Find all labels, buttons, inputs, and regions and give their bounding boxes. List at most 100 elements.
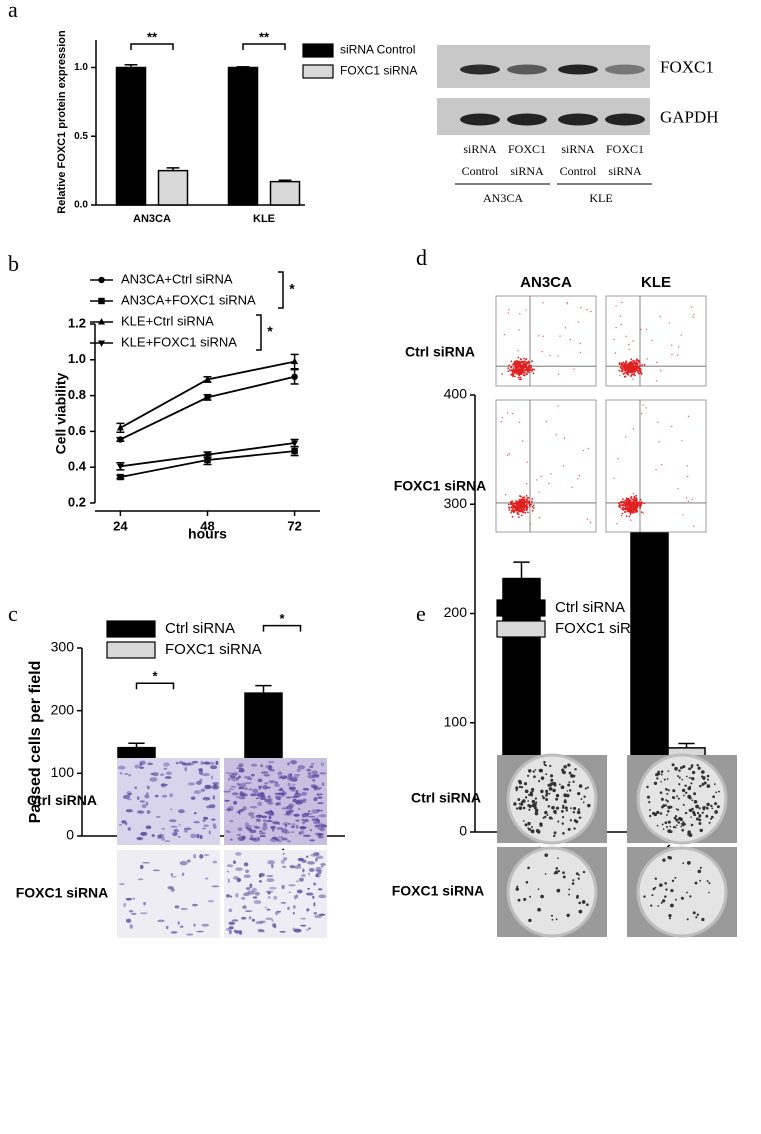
flow-event bbox=[676, 354, 679, 356]
cell bbox=[233, 860, 237, 864]
cell bbox=[238, 775, 241, 779]
cell bbox=[146, 785, 150, 790]
cell bbox=[145, 801, 149, 806]
colony bbox=[562, 871, 565, 875]
cell bbox=[274, 781, 279, 785]
cell bbox=[313, 882, 317, 886]
cell bbox=[260, 816, 267, 818]
legend-marker bbox=[97, 318, 106, 325]
colony bbox=[570, 774, 574, 778]
colony bbox=[695, 916, 698, 919]
colony bbox=[556, 888, 561, 893]
flow-event bbox=[557, 405, 559, 407]
cell bbox=[241, 896, 246, 900]
colony bbox=[654, 886, 657, 889]
colony bbox=[530, 787, 535, 792]
flow-event bbox=[530, 503, 532, 506]
flow-event bbox=[517, 516, 520, 519]
colony bbox=[554, 870, 559, 874]
colony bbox=[690, 764, 694, 768]
cell bbox=[310, 784, 317, 787]
colony bbox=[555, 867, 559, 870]
colony bbox=[675, 808, 678, 810]
flow-event bbox=[628, 348, 630, 351]
colony bbox=[706, 880, 709, 883]
cell bbox=[270, 812, 275, 816]
cell bbox=[252, 788, 259, 794]
flow-event bbox=[530, 369, 533, 372]
flow-event bbox=[639, 498, 642, 501]
flow-event bbox=[521, 369, 524, 372]
cell bbox=[297, 857, 304, 862]
colony bbox=[533, 806, 537, 810]
flow-event bbox=[691, 498, 693, 501]
colony bbox=[548, 792, 551, 795]
flow-event bbox=[521, 508, 524, 511]
cell bbox=[181, 872, 185, 876]
colony bbox=[535, 829, 540, 833]
cell bbox=[293, 792, 302, 798]
cell bbox=[169, 819, 177, 823]
x-tick-label: 24 bbox=[113, 518, 128, 533]
colony bbox=[698, 814, 702, 818]
cell bbox=[257, 778, 263, 783]
colony bbox=[667, 855, 671, 859]
blot-band bbox=[507, 113, 547, 126]
cell bbox=[261, 795, 264, 798]
cell bbox=[266, 874, 274, 878]
cell bbox=[258, 880, 262, 883]
cell bbox=[228, 908, 233, 912]
cell bbox=[238, 796, 244, 800]
colony bbox=[671, 763, 675, 767]
flow-event bbox=[512, 511, 515, 514]
colony bbox=[582, 870, 586, 874]
cell bbox=[320, 862, 326, 866]
cell bbox=[306, 928, 310, 931]
flow-event bbox=[629, 503, 632, 506]
cell bbox=[215, 760, 219, 765]
colony bbox=[553, 834, 556, 838]
cell bbox=[226, 870, 230, 873]
flow-event bbox=[628, 499, 631, 501]
colony bbox=[689, 895, 692, 898]
colony bbox=[586, 903, 589, 906]
flow-event bbox=[624, 375, 627, 378]
legend-label: FOXC1 siRNA bbox=[165, 641, 262, 658]
cell bbox=[277, 789, 284, 792]
flow-event bbox=[524, 364, 527, 366]
cell bbox=[149, 777, 158, 782]
flow-event bbox=[517, 350, 519, 352]
cell bbox=[137, 878, 144, 881]
colony bbox=[583, 795, 586, 798]
cell bbox=[141, 804, 147, 809]
colony bbox=[551, 918, 554, 921]
cell bbox=[297, 863, 301, 867]
flow-plot bbox=[605, 295, 707, 387]
colony bbox=[677, 775, 680, 778]
cell bbox=[193, 812, 197, 815]
colony bbox=[643, 895, 646, 898]
flow-event bbox=[531, 509, 534, 512]
flow-event bbox=[680, 334, 682, 336]
cell bbox=[292, 798, 297, 803]
colony bbox=[701, 917, 705, 922]
colony bbox=[543, 760, 546, 764]
flow-event bbox=[518, 329, 520, 331]
colony bbox=[670, 903, 674, 908]
cell bbox=[273, 895, 278, 900]
cell bbox=[295, 894, 298, 899]
bar bbox=[157, 169, 189, 206]
cell bbox=[301, 791, 308, 796]
flow-event bbox=[658, 441, 660, 443]
colony bbox=[702, 807, 706, 811]
cell bbox=[315, 867, 322, 871]
cell bbox=[138, 766, 145, 769]
colony bbox=[540, 776, 545, 780]
blot-band bbox=[605, 64, 645, 75]
flow-event bbox=[526, 508, 528, 511]
colony bbox=[522, 820, 525, 822]
colony bbox=[571, 882, 575, 885]
colony bbox=[549, 764, 552, 768]
cell bbox=[309, 828, 313, 832]
colony bbox=[708, 882, 711, 885]
